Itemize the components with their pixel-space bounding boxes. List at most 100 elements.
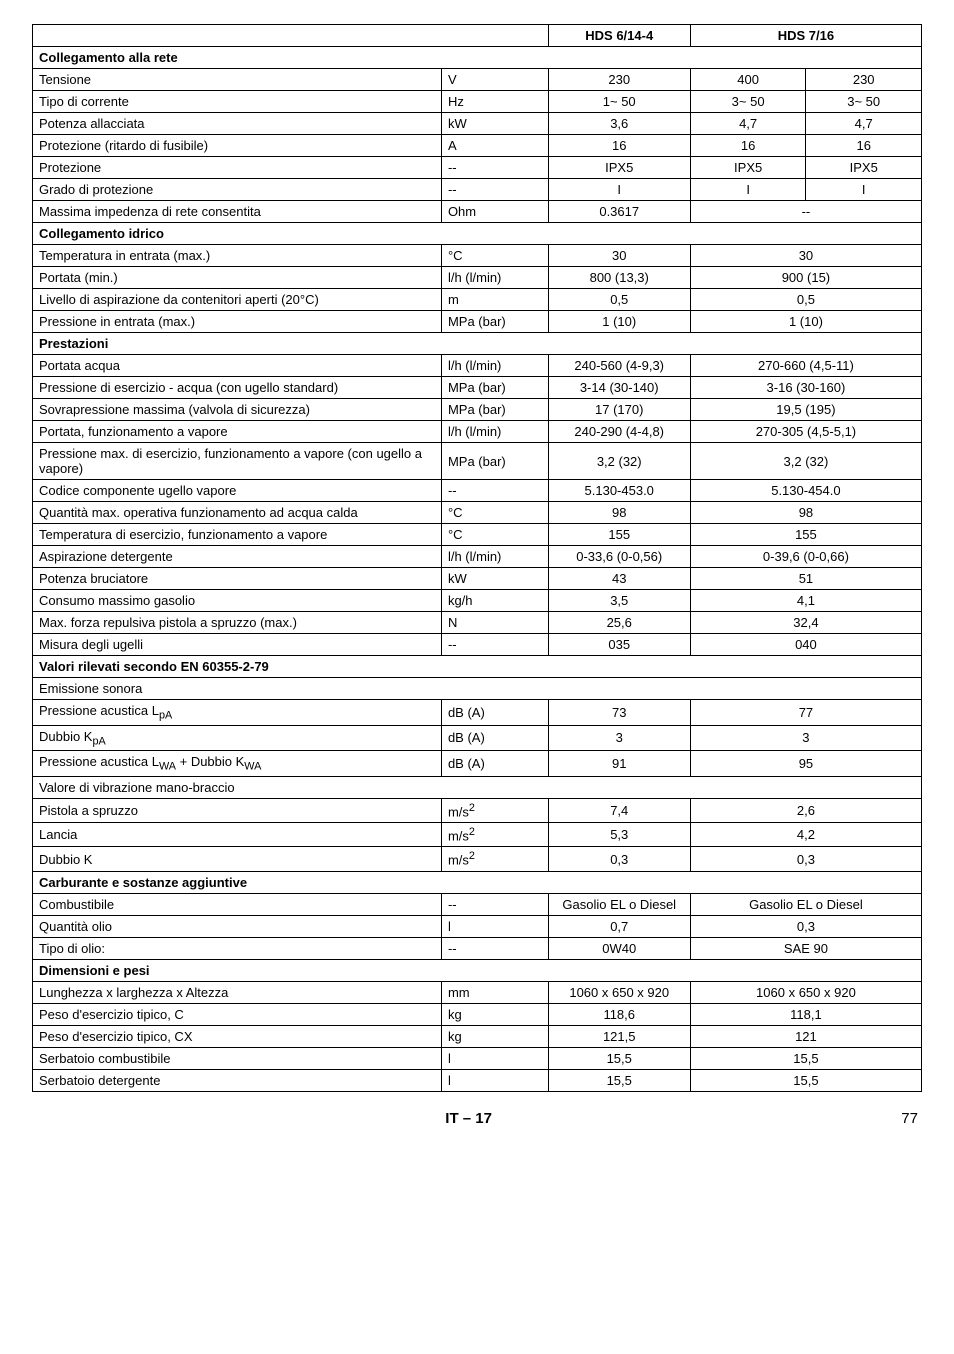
- row-value: 121,5: [548, 1025, 690, 1047]
- row-value: 5.130-453.0: [548, 480, 690, 502]
- table-row: Grado di protezione--III: [33, 179, 922, 201]
- row-label: Pressione max. di esercizio, funzionamen…: [33, 443, 442, 480]
- row-label: Portata, funzionamento a vapore: [33, 421, 442, 443]
- row-value: 15,5: [548, 1069, 690, 1091]
- row-value: 3,2 (32): [548, 443, 690, 480]
- table-row: Prestazioni: [33, 333, 922, 355]
- row-value: 900 (15): [690, 267, 921, 289]
- row-value: 30: [690, 245, 921, 267]
- row-value: 270-305 (4,5-5,1): [690, 421, 921, 443]
- row-value: 32,4: [690, 612, 921, 634]
- row-label: Misura degli ugelli: [33, 634, 442, 656]
- row-value: 4,7: [806, 113, 922, 135]
- row-label: Portata (min.): [33, 267, 442, 289]
- row-value: 43: [548, 568, 690, 590]
- row-label: Temperatura di esercizio, funzionamento …: [33, 524, 442, 546]
- row-unit: V: [441, 69, 548, 91]
- row-label: Quantità max. operativa funzionamento ad…: [33, 502, 442, 524]
- row-value: 3~ 50: [806, 91, 922, 113]
- row-unit: --: [441, 179, 548, 201]
- row-label: Peso d'esercizio tipico, C: [33, 1003, 442, 1025]
- row-unit: l: [441, 915, 548, 937]
- table-row: Misura degli ugelli--035040: [33, 634, 922, 656]
- row-label: Sovrapressione massima (valvola di sicur…: [33, 399, 442, 421]
- row-value: Gasolio EL o Diesel: [548, 893, 690, 915]
- row-value: 800 (13,3): [548, 267, 690, 289]
- row-value: 240-560 (4-9,3): [548, 355, 690, 377]
- row-unit: MPa (bar): [441, 377, 548, 399]
- row-unit: --: [441, 480, 548, 502]
- row-label: Protezione (ritardo di fusibile): [33, 135, 442, 157]
- table-row: Emissione sonora: [33, 678, 922, 700]
- row-value: 73: [548, 700, 690, 726]
- page-footer: IT – 17 77: [32, 1110, 922, 1127]
- row-unit: kg: [441, 1025, 548, 1047]
- table-row: Valore di vibrazione mano-braccio: [33, 776, 922, 798]
- table-row: Collegamento alla rete: [33, 47, 922, 69]
- table-row: Carburante e sostanze aggiuntive: [33, 871, 922, 893]
- row-value: 118,1: [690, 1003, 921, 1025]
- table-row: Protezione--IPX5IPX5IPX5: [33, 157, 922, 179]
- row-value: 155: [548, 524, 690, 546]
- header-model2: HDS 7/16: [690, 25, 921, 47]
- row-label: Pressione di esercizio - acqua (con ugel…: [33, 377, 442, 399]
- table-row: Temperatura in entrata (max.)°C3030: [33, 245, 922, 267]
- row-value: 0-39,6 (0-0,66): [690, 546, 921, 568]
- row-value: 3-16 (30-160): [690, 377, 921, 399]
- table-row: Potenza bruciatorekW4351: [33, 568, 922, 590]
- table-row: Protezione (ritardo di fusibile)A161616: [33, 135, 922, 157]
- table-row: Pressione di esercizio - acqua (con ugel…: [33, 377, 922, 399]
- table-row: Valori rilevati secondo EN 60355-2-79: [33, 656, 922, 678]
- row-value: 51: [690, 568, 921, 590]
- table-row: Pistola a spruzzom/s27,42,6: [33, 798, 922, 822]
- section-header: Prestazioni: [33, 333, 922, 355]
- row-value: 19,5 (195): [690, 399, 921, 421]
- table-row: Temperatura di esercizio, funzionamento …: [33, 524, 922, 546]
- row-value: 0,3: [548, 847, 690, 871]
- footer-page-number: 77: [901, 1110, 918, 1127]
- row-label: Protezione: [33, 157, 442, 179]
- row-unit: °C: [441, 245, 548, 267]
- table-row: Portata (min.)l/h (l/min)800 (13,3)900 (…: [33, 267, 922, 289]
- row-value: 16: [806, 135, 922, 157]
- table-row: Dubbio Km/s20,30,3: [33, 847, 922, 871]
- table-row: Pressione acustica LpAdB (A)7377: [33, 700, 922, 726]
- row-unit: dB (A): [441, 751, 548, 777]
- row-value: 25,6: [548, 612, 690, 634]
- row-value: IPX5: [690, 157, 806, 179]
- row-label: Dubbio K: [33, 847, 442, 871]
- row-value: 5.130-454.0: [690, 480, 921, 502]
- section-header: Valori rilevati secondo EN 60355-2-79: [33, 656, 922, 678]
- table-row: Dimensioni e pesi: [33, 959, 922, 981]
- row-value: 1~ 50: [548, 91, 690, 113]
- table-row: Massima impedenza di rete consentitaOhm0…: [33, 201, 922, 223]
- row-unit: Ohm: [441, 201, 548, 223]
- row-label: Peso d'esercizio tipico, CX: [33, 1025, 442, 1047]
- row-value: 1060 x 650 x 920: [690, 981, 921, 1003]
- row-unit: m/s2: [441, 847, 548, 871]
- table-row: Tipo di olio:--0W40SAE 90: [33, 937, 922, 959]
- table-row: TensioneV230400230: [33, 69, 922, 91]
- row-value: IPX5: [548, 157, 690, 179]
- row-value: 91: [548, 751, 690, 777]
- table-row: Tipo di correnteHz1~ 503~ 503~ 50: [33, 91, 922, 113]
- row-value: 16: [690, 135, 806, 157]
- row-unit: MPa (bar): [441, 311, 548, 333]
- row-value: 17 (170): [548, 399, 690, 421]
- row-unit: l/h (l/min): [441, 546, 548, 568]
- table-row: Lunghezza x larghezza x Altezzamm1060 x …: [33, 981, 922, 1003]
- row-label: Temperatura in entrata (max.): [33, 245, 442, 267]
- row-value: 1 (10): [690, 311, 921, 333]
- row-label: Massima impedenza di rete consentita: [33, 201, 442, 223]
- row-value: 7,4: [548, 798, 690, 822]
- table-row: Serbatoio detergentel15,515,5: [33, 1069, 922, 1091]
- row-value: 30: [548, 245, 690, 267]
- table-row: Pressione acustica LWA + Dubbio KWAdB (A…: [33, 751, 922, 777]
- subsection-header: Valore di vibrazione mano-braccio: [33, 776, 922, 798]
- row-value: 230: [548, 69, 690, 91]
- table-row: Quantità oliol0,70,3: [33, 915, 922, 937]
- table-row: Collegamento idrico: [33, 223, 922, 245]
- footer-center: IT – 17: [445, 1110, 492, 1127]
- row-unit: kg/h: [441, 590, 548, 612]
- row-value: 035: [548, 634, 690, 656]
